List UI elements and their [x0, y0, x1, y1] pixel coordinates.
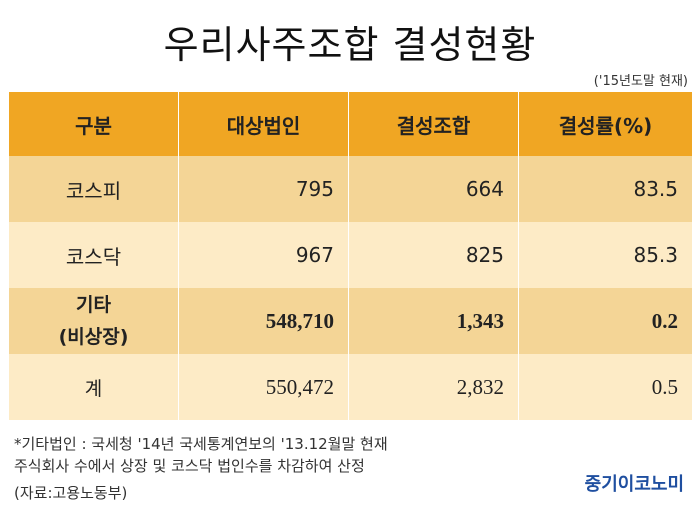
row-formed: 2,832 — [348, 354, 519, 420]
footnote-line1: *기타법인 : 국세청 '14년 국세통계연보의 '13.12월말 현재 — [14, 435, 388, 453]
row-rate: 0.2 — [518, 288, 693, 354]
table-row-total: 계 550,472 2,832 0.5 — [8, 354, 693, 420]
row-category-line1: 기타 — [76, 294, 111, 316]
row-category: 코스피 — [8, 156, 179, 222]
table-header-row: 구분 대상법인 결성조합 결성률(%) — [8, 92, 693, 156]
brand-logo: 중기이코노미 — [584, 474, 684, 495]
row-rate: 83.5 — [518, 156, 693, 222]
table-row: 기타 (비상장) 548,710 1,343 0.2 — [8, 288, 693, 354]
row-rate: 85.3 — [518, 222, 693, 288]
row-target: 795 — [178, 156, 349, 222]
row-category: 계 — [8, 354, 179, 420]
header-target: 대상법인 — [178, 92, 349, 156]
table-row: 코스피 795 664 83.5 — [8, 156, 693, 222]
row-category: 코스닥 — [8, 222, 179, 288]
row-target: 967 — [178, 222, 349, 288]
row-target: 548,710 — [178, 288, 349, 354]
row-formed: 1,343 — [348, 288, 519, 354]
row-target: 550,472 — [178, 354, 349, 420]
stats-table: 구분 대상법인 결성조합 결성률(%) 코스피 795 664 83.5 코스닥… — [8, 92, 693, 420]
as-of-date: ('15년도말 현재) — [593, 74, 688, 89]
page-title: 우리사주조합 결성현황 — [163, 23, 537, 67]
row-formed: 825 — [348, 222, 519, 288]
row-rate: 0.5 — [518, 354, 693, 420]
row-category: 기타 (비상장) — [8, 288, 179, 354]
header-rate: 결성률(%) — [518, 92, 693, 156]
header-formed: 결성조합 — [348, 92, 519, 156]
row-category-line2: (비상장) — [58, 326, 129, 348]
table-row: 코스닥 967 825 85.3 — [8, 222, 693, 288]
source-note: (자료:고용노동부) — [14, 484, 128, 502]
row-formed: 664 — [348, 156, 519, 222]
footnote-line2: 주식회사 수에서 상장 및 코스닥 법인수를 차감하여 산정 — [14, 457, 365, 475]
header-category: 구분 — [8, 92, 179, 156]
